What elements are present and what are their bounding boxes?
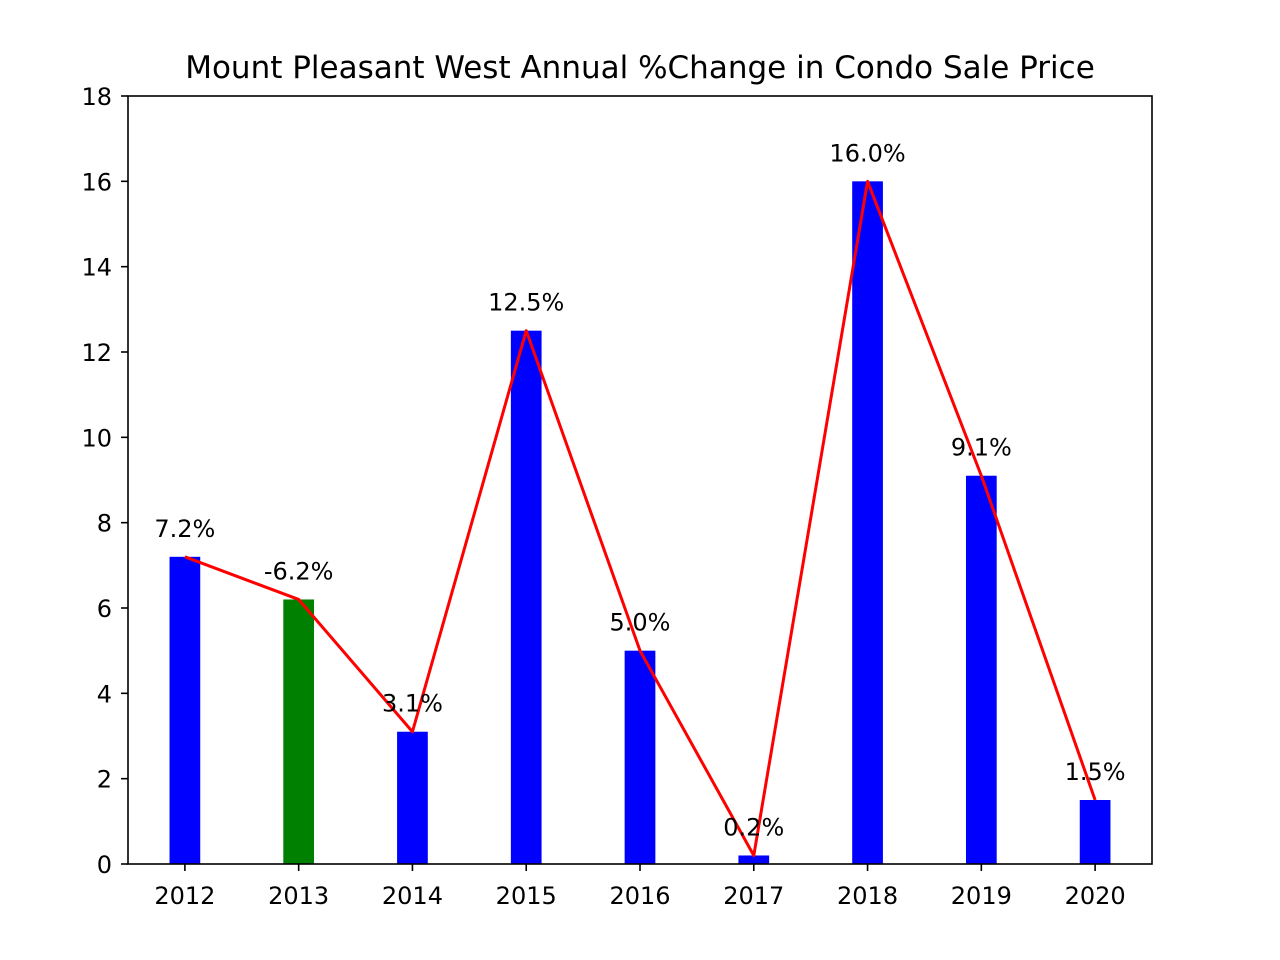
bar-2017: [738, 855, 770, 864]
x-tick-label-2020: 2020: [1065, 882, 1126, 910]
x-tick-label-2013: 2013: [268, 882, 329, 910]
bar-2016: [624, 650, 656, 864]
y-tick-label-0: 0: [97, 851, 112, 879]
data-labels: 7.2% -6.2% 3.1% 12.5% 5.0% 0.2% 16.0% 9.1% 1.5%: [154, 139, 1125, 841]
y-tick-label-14: 14: [81, 254, 112, 282]
data-label-2019: 9.1%: [951, 434, 1012, 462]
x-tick-label-2018: 2018: [837, 882, 898, 910]
x-tick-label-2015: 2015: [496, 882, 557, 910]
bar-2015: [510, 330, 542, 865]
plot-frame: [127, 95, 1153, 865]
bar-2019: [965, 475, 997, 864]
x-tick-label-2019: 2019: [951, 882, 1012, 910]
bar-2012: [169, 556, 201, 864]
y-tick-label-12: 12: [81, 339, 112, 367]
trend-line-layer: [184, 179, 1097, 857]
data-label-2014: 3.1%: [382, 690, 443, 718]
x-tick-label-2014: 2014: [382, 882, 443, 910]
bar-2014: [397, 731, 428, 864]
data-label-2020: 1.5%: [1065, 758, 1126, 786]
y-tick-label-2: 2: [97, 766, 112, 794]
bar-2020: [1079, 800, 1111, 864]
y-tick-label-6: 6: [97, 595, 112, 623]
chart-title: Mount Pleasant West Annual %Change in Co…: [185, 50, 1095, 86]
y-tick-label-10: 10: [81, 424, 112, 452]
bar-2018: [852, 181, 883, 865]
data-label-2015: 12.5%: [488, 289, 564, 317]
y-tick-label-8: 8: [97, 510, 112, 538]
axes: 2012 2013 2014 2015 2016 2017 2018 2019 2020 0 2 4 6…: [81, 83, 1125, 910]
x-tick-label-2016: 2016: [609, 882, 670, 910]
data-label-2013: -6.2%: [264, 557, 334, 585]
data-label-2016: 5.0%: [610, 609, 671, 637]
y-tick-label-18: 18: [81, 83, 112, 111]
x-tick-label-2017: 2017: [723, 882, 784, 910]
y-tick-label-4: 4: [97, 680, 112, 708]
data-label-2012: 7.2%: [154, 515, 215, 543]
data-label-2017: 0.2%: [723, 813, 784, 841]
data-label-2018: 16.0%: [829, 139, 905, 167]
bar-2013: [283, 599, 315, 864]
trend-line: [184, 179, 1097, 857]
x-tick-label-2012: 2012: [154, 882, 215, 910]
y-tick-label-16: 16: [81, 168, 112, 196]
bars: [169, 181, 1111, 865]
